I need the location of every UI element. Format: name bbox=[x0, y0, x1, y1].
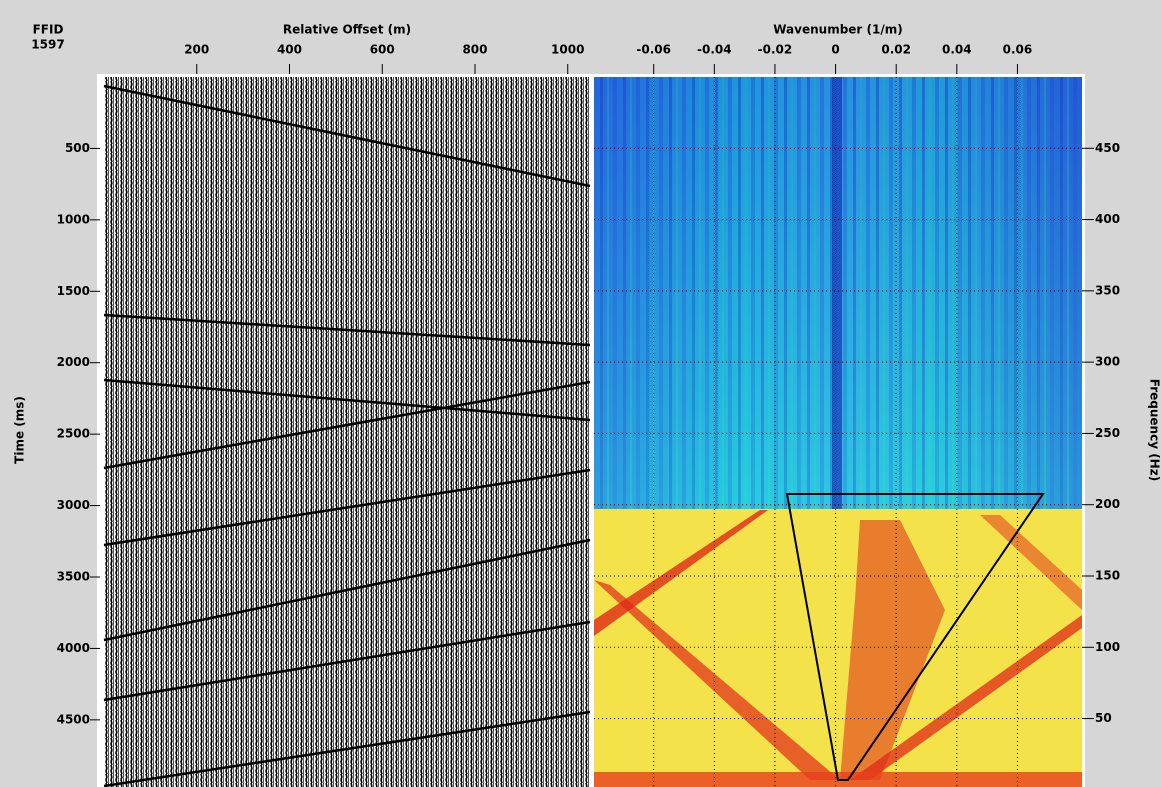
y-tick-label: 3000 bbox=[57, 498, 90, 512]
y-axis-label: Frequency (Hz) bbox=[1148, 379, 1162, 481]
x-tick-label: 0 bbox=[831, 43, 839, 57]
x-tick-label: 800 bbox=[462, 43, 487, 57]
x-tick-label: 400 bbox=[277, 43, 302, 57]
x-tick-label: 600 bbox=[370, 43, 395, 57]
wiggle-traces bbox=[104, 77, 590, 787]
y-tick-label: 2500 bbox=[57, 427, 90, 441]
y-tick-label: 100 bbox=[1095, 640, 1120, 654]
x-tick-label: 0.04 bbox=[942, 43, 972, 57]
y-tick-label: 200 bbox=[1095, 497, 1120, 511]
fk-zero-band bbox=[832, 77, 842, 509]
seismic-view: 2004006008001000500100015002000250030003… bbox=[0, 0, 1162, 787]
x-tick-label: -0.04 bbox=[697, 43, 732, 57]
x-tick-label: 0.02 bbox=[881, 43, 911, 57]
x-axis-label: Wavenumber (1/m) bbox=[773, 23, 903, 37]
y-tick-label: 150 bbox=[1095, 568, 1120, 582]
x-tick-label: -0.02 bbox=[758, 43, 793, 57]
ffid-value: 1597 bbox=[31, 38, 64, 52]
y-axis-label: Time (ms) bbox=[13, 396, 27, 464]
y-tick-label: 300 bbox=[1095, 355, 1120, 369]
y-tick-label: 500 bbox=[65, 141, 90, 155]
y-tick-label: 1000 bbox=[57, 212, 90, 226]
ffid-label: FFID bbox=[33, 23, 64, 37]
y-tick-label: 250 bbox=[1095, 426, 1120, 440]
x-tick-label: 1000 bbox=[551, 43, 584, 57]
page: 2004006008001000500100015002000250030003… bbox=[0, 0, 1162, 787]
x-tick-label: 200 bbox=[184, 43, 209, 57]
y-tick-label: 4000 bbox=[57, 641, 90, 655]
x-tick-label: 0.06 bbox=[1003, 43, 1033, 57]
x-tick-label: -0.06 bbox=[636, 43, 671, 57]
y-tick-label: 3500 bbox=[57, 570, 90, 584]
y-tick-label: 1500 bbox=[57, 284, 90, 298]
y-tick-label: 350 bbox=[1095, 283, 1120, 297]
y-tick-label: 2000 bbox=[57, 355, 90, 369]
y-tick-label: 4500 bbox=[57, 712, 90, 726]
x-axis-label: Relative Offset (m) bbox=[283, 23, 411, 37]
y-tick-label: 50 bbox=[1095, 711, 1112, 725]
fk-signal-region bbox=[594, 509, 1082, 787]
y-tick-label: 450 bbox=[1095, 141, 1120, 155]
y-tick-label: 400 bbox=[1095, 212, 1120, 226]
